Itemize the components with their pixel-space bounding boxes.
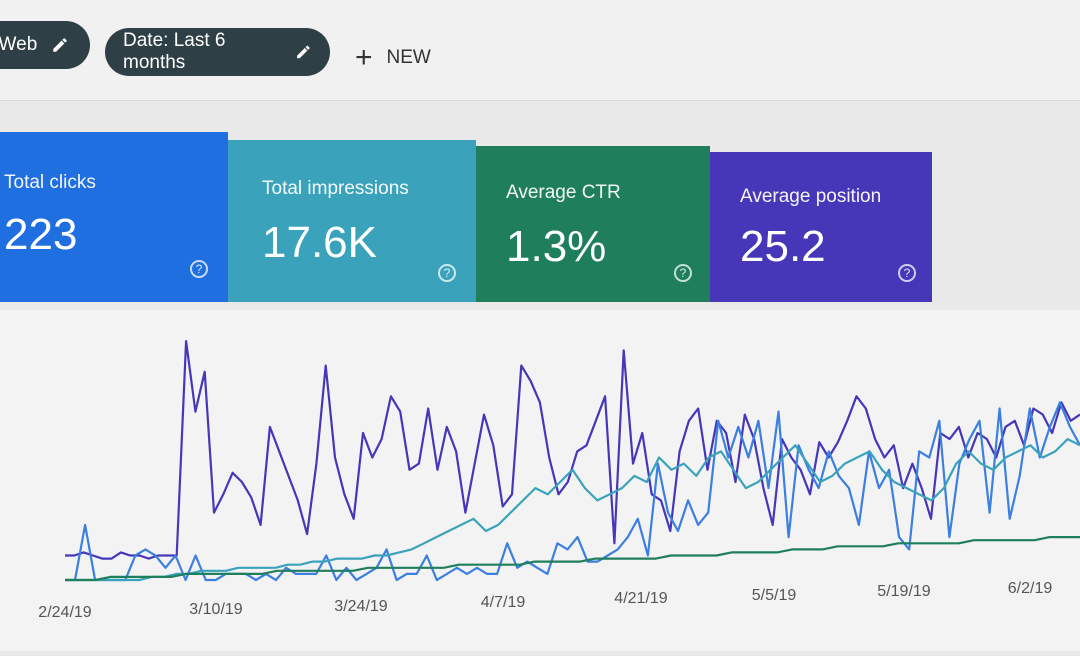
metric-label: Average CTR	[506, 182, 621, 203]
help-icon[interactable]: ?	[898, 264, 916, 282]
metric-cards: Total clicks 223 ? Total impressions 17.…	[0, 132, 940, 307]
type-filter-label: : Web	[0, 34, 38, 55]
metric-label: Average position	[740, 186, 882, 207]
x-tick-label: 4/7/19	[481, 594, 526, 611]
date-filter-label: Date: Last 6 months	[123, 30, 226, 73]
date-filter-chip[interactable]: Date: Last 6 months	[105, 28, 330, 76]
performance-chart[interactable]: 2/24/19 3/10/19 3/24/19 4/7/19 4/21/19 5/5/19…	[0, 310, 1080, 651]
series-line-2	[65, 401, 1080, 582]
x-tick-label: 3/24/19	[334, 598, 387, 615]
series-line-1	[65, 340, 1080, 560]
filter-bar: : Web Date: Last 6 months + NEW	[0, 0, 1080, 101]
metric-card-total-clicks[interactable]: Total clicks 223 ?	[0, 132, 228, 302]
x-tick-label: 2/24/19	[38, 604, 91, 621]
metric-card-total-impressions[interactable]: Total impressions 17.6K ?	[228, 140, 476, 302]
x-tick-label: 5/19/19	[877, 583, 930, 600]
new-filter-button[interactable]: + NEW	[355, 38, 431, 78]
metric-value: 1.3%	[506, 222, 607, 271]
metric-card-average-ctr[interactable]: Average CTR 1.3% ?	[476, 146, 710, 302]
series-layer	[65, 340, 1080, 582]
new-filter-label: NEW	[386, 47, 431, 68]
x-tick-label: 4/21/19	[614, 590, 667, 607]
x-axis-ticks: 2/24/19 3/10/19 3/24/19 4/7/19 4/21/19 5/5/19…	[38, 580, 1052, 621]
help-icon[interactable]: ?	[674, 264, 692, 282]
series-line-4	[65, 536, 1080, 582]
help-icon[interactable]: ?	[438, 264, 456, 282]
metric-value: 17.6K	[262, 218, 377, 267]
x-tick-label: 6/2/19	[1008, 580, 1053, 597]
x-tick-label: 5/5/19	[752, 587, 797, 604]
type-filter-chip[interactable]: : Web	[0, 21, 90, 69]
metric-card-average-position[interactable]: Average position 25.2 ?	[710, 152, 932, 302]
x-tick-label: 3/10/19	[189, 601, 242, 618]
metric-value: 25.2	[740, 222, 826, 271]
pencil-icon[interactable]	[51, 36, 69, 54]
metric-label: Total impressions	[262, 178, 409, 199]
performance-chart-svg: 2/24/19 3/10/19 3/24/19 4/7/19 4/21/19 5/5/19…	[38, 340, 1080, 621]
series-line-3	[65, 438, 1080, 582]
plus-icon: +	[355, 41, 373, 74]
metric-label: Total clicks	[4, 172, 96, 193]
pencil-icon[interactable]	[295, 43, 312, 61]
help-icon[interactable]: ?	[190, 260, 208, 278]
metric-value: 223	[4, 210, 78, 259]
